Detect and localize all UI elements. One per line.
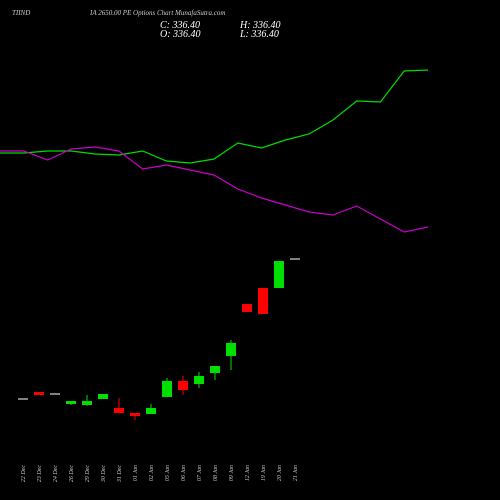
x-tick-label: 19 Jan (261, 465, 267, 481)
open-label: O: 336.40 (160, 29, 201, 40)
x-tick-label: 29 Dec (85, 465, 91, 482)
candle-body (194, 376, 204, 384)
chart-title: IA 2650.00 PE Options Chart MunafaSutra.… (89, 9, 225, 17)
x-tick-label: 02 Jan (149, 465, 155, 481)
candle-body (226, 342, 236, 357)
x-tick-label: 20 Jan (277, 465, 283, 481)
x-tick-label: 12 Jan (245, 465, 251, 481)
candle-body (146, 407, 156, 415)
x-tick-label: 24 Dec (52, 465, 59, 482)
candle-body (130, 412, 140, 417)
close-label: C: 336.40 (160, 20, 200, 31)
indicator-line (0, 69, 429, 164)
chart-title-left: TIIND (12, 9, 30, 17)
candle-body (34, 392, 44, 396)
candle-body (114, 407, 124, 413)
x-tick-label: 09 Jan (229, 465, 235, 481)
x-tick-label: 21 Jan (293, 465, 299, 481)
candle-body (162, 380, 172, 398)
high-label: H: 336.40 (239, 20, 281, 31)
x-tick-label: 30 Dec (101, 465, 107, 483)
candle-body (82, 400, 92, 405)
indicator-line (0, 146, 429, 233)
x-tick-label: 26 Dec (69, 465, 75, 482)
candle-body (210, 366, 220, 374)
candle-body (242, 303, 252, 312)
candle-body (258, 287, 268, 314)
x-tick-label: 05 Jan (165, 465, 171, 481)
x-tick-label: 07 Jan (197, 465, 203, 481)
x-tick-label: 22 Dec (21, 465, 27, 482)
candle-body (66, 400, 76, 405)
x-tick-label: 01 Jan (133, 465, 139, 481)
x-tick-label: 06 Jan (181, 465, 187, 481)
candle-body (178, 380, 188, 391)
x-tick-label: 23 Dec (37, 465, 43, 482)
x-tick-label: 08 Jan (213, 465, 219, 481)
candle-body (98, 393, 108, 399)
x-tick-label: 31 Dec (117, 465, 123, 483)
low-label: L: 336.40 (239, 29, 279, 40)
candle-body (274, 260, 284, 288)
